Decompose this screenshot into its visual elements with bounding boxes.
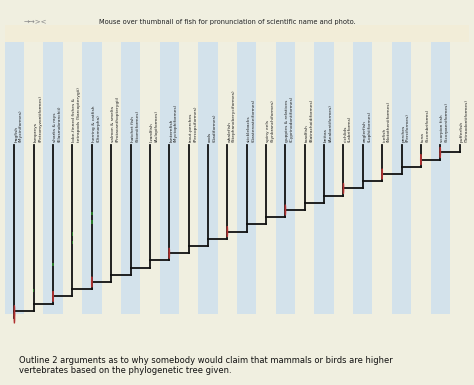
Text: lanternfish
(Myctophiformes): lanternfish (Myctophiformes) xyxy=(169,104,178,142)
Text: spiny eels
(Synbranchiformes): spiny eels (Synbranchiformes) xyxy=(266,100,274,142)
Bar xyxy=(160,29,179,314)
Bar xyxy=(82,29,101,314)
Text: salmon & smelts
(Protacanthopterygii): salmon & smelts (Protacanthopterygii) xyxy=(111,96,120,142)
Circle shape xyxy=(343,183,344,194)
Circle shape xyxy=(91,277,92,287)
Bar xyxy=(198,29,218,314)
Text: →→><: →→>< xyxy=(24,19,47,25)
Text: whalefish
(Stephanoberyciformes): whalefish (Stephanoberyciformes) xyxy=(228,90,236,142)
Bar xyxy=(72,241,73,244)
Text: anglerfish
(Lophiiformes): anglerfish (Lophiiformes) xyxy=(363,111,372,142)
Bar xyxy=(53,263,54,266)
Text: lobe-finned fishes &
tetrapods (Sarcopterygii): lobe-finned fishes & tetrapods (Sarcopte… xyxy=(73,87,81,142)
Text: guppies & relatives
(Cyprinodontiformes): guppies & relatives (Cyprinodontiformes) xyxy=(285,96,294,142)
Text: toadfish
(Batrachoidiformes): toadfish (Batrachoidiformes) xyxy=(305,99,313,142)
Circle shape xyxy=(227,226,228,237)
Text: icefish
(Nototheniiformes): icefish (Nototheniiformes) xyxy=(382,101,391,142)
Bar xyxy=(353,29,373,314)
Circle shape xyxy=(53,291,54,301)
Bar xyxy=(91,221,92,224)
Text: pufferfish
(Tetraodontiformes): pufferfish (Tetraodontiformes) xyxy=(460,99,468,142)
Bar xyxy=(237,29,256,314)
Bar xyxy=(5,29,24,314)
Text: hatchet fish
(Stomiiformes): hatchet fish (Stomiiformes) xyxy=(130,110,139,142)
Bar xyxy=(314,29,334,314)
Text: hagfish
(Myxiniformes): hagfish (Myxiniformes) xyxy=(14,110,23,142)
Bar xyxy=(33,289,35,292)
Text: lampreys
(Petromyzontiformes): lampreys (Petromyzontiformes) xyxy=(34,95,42,142)
Bar xyxy=(430,29,450,314)
Circle shape xyxy=(14,306,15,316)
Circle shape xyxy=(285,205,286,215)
Circle shape xyxy=(14,313,15,323)
Text: lizardfish
(Aulopiformes): lizardfish (Aulopiformes) xyxy=(150,110,158,142)
Text: Mouse over thumbnail of fish for pronunciation of scientific name and photo.: Mouse over thumbnail of fish for pronunc… xyxy=(99,19,356,25)
Text: herring & catfish
(Otomorpha): herring & catfish (Otomorpha) xyxy=(92,106,100,142)
Circle shape xyxy=(382,169,383,179)
Text: sharks & rays
(Elasmobranchii): sharks & rays (Elasmobranchii) xyxy=(53,106,62,142)
Circle shape xyxy=(420,154,421,165)
Text: tuna
(Scombriforms): tuna (Scombriforms) xyxy=(421,109,429,142)
Text: perches
(Perciformes): perches (Perciformes) xyxy=(401,114,410,142)
Bar xyxy=(91,212,92,215)
Text: scorpion fish
(Scorpaeniformes): scorpion fish (Scorpaeniformes) xyxy=(440,102,449,142)
Text: cichlids
(Labriforms): cichlids (Labriforms) xyxy=(344,116,352,142)
Text: Outline 2 arguments as to why somebody would claim that mammals or birds are hig: Outline 2 arguments as to why somebody w… xyxy=(19,356,393,375)
Text: sticklebacks
(Gasterosteiformes): sticklebacks (Gasterosteiformes) xyxy=(246,99,255,142)
Text: trout-perches
(Percopsiformes): trout-perches (Percopsiformes) xyxy=(189,106,197,142)
Bar xyxy=(392,29,411,314)
Bar xyxy=(72,232,73,236)
Circle shape xyxy=(169,248,170,258)
Bar xyxy=(44,29,63,314)
Bar xyxy=(276,29,295,314)
Text: cods
(Gadiformes): cods (Gadiformes) xyxy=(208,114,217,142)
Bar xyxy=(5,25,469,42)
Text: bettas
(Anabantiformes): bettas (Anabantiformes) xyxy=(324,104,333,142)
Bar xyxy=(121,29,140,314)
